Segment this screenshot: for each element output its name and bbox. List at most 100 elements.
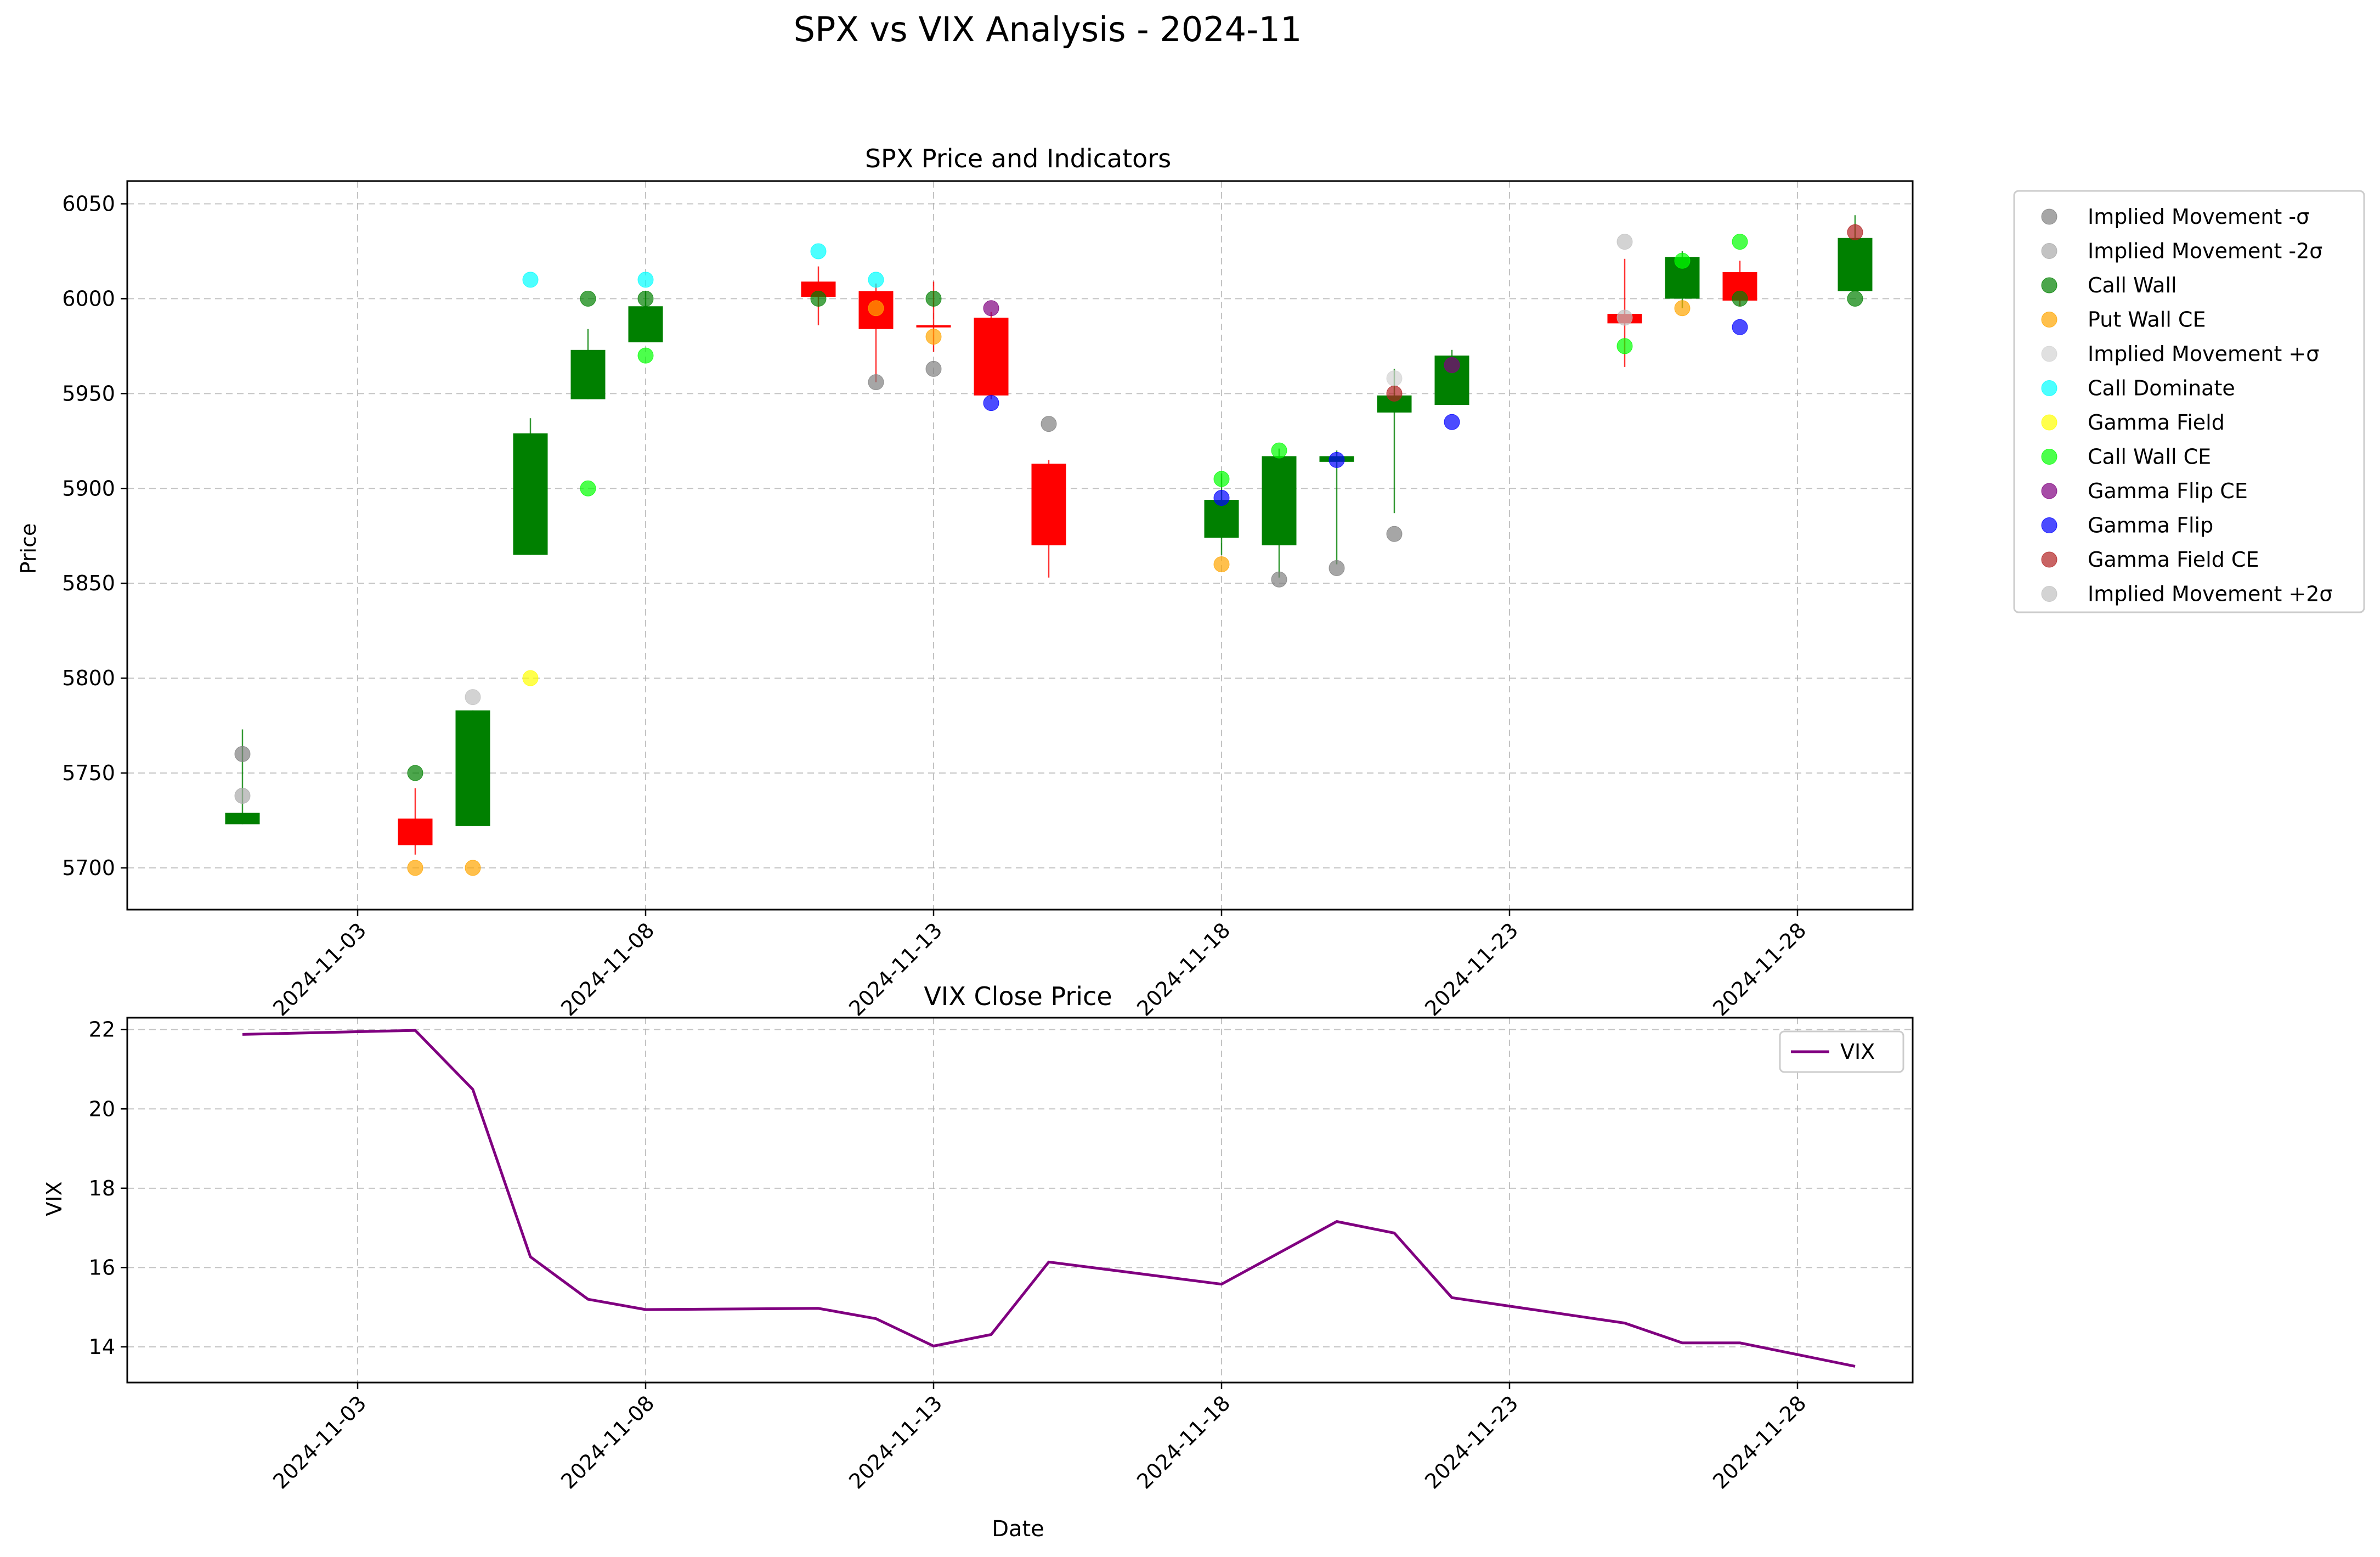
spx-legend-marker-gamma-field-ce xyxy=(2041,551,2057,568)
vix-legend: VIX xyxy=(1779,1030,1904,1073)
vix-x-axis-label: Date xyxy=(992,1516,1044,1542)
spx-axes-frame xyxy=(126,180,1914,911)
spx-legend-label-call-wall-ce: Call Wall CE xyxy=(2088,445,2211,469)
spx-gridlines xyxy=(127,181,1913,910)
spx-candle-body xyxy=(916,325,951,328)
spx-legend-label-gamma-flip-ce: Gamma Flip CE xyxy=(2088,479,2248,503)
gamma-field-point xyxy=(522,670,539,686)
spx-legend-marker-implied-movement-plus-2sigma xyxy=(2041,586,2057,602)
vix-gridlines xyxy=(127,1018,1913,1383)
vix-y-tick-label: 16 xyxy=(89,1255,115,1279)
spx-legend-label-implied-movement-plus-sigma: Implied Movement +σ xyxy=(2088,342,2319,366)
put-wall-ce-point xyxy=(1674,300,1691,317)
gamma-flip-point xyxy=(983,395,999,411)
implied-movement-minus-sigma-point xyxy=(1271,571,1287,588)
vix-axes-frame xyxy=(126,1017,1914,1384)
put-wall-ce-point xyxy=(407,860,423,876)
call-wall-point xyxy=(1732,290,1748,307)
spx-y-tick-label: 5850 xyxy=(62,571,115,595)
call-dominate-point xyxy=(637,272,654,288)
spx-legend-label-gamma-flip: Gamma Flip xyxy=(2088,514,2213,538)
spx-legend-marker-implied-movement-plus-sigma xyxy=(2041,346,2057,362)
call-wall-ce-point xyxy=(1271,442,1287,459)
spx-candles-layer xyxy=(225,215,1873,855)
call-wall-point xyxy=(810,290,827,307)
spx-candle-body xyxy=(398,819,433,845)
spx-legend-marker-implied-movement-minus-sigma xyxy=(2041,208,2057,225)
implied-movement-plus-sigma-point xyxy=(1386,370,1403,387)
spx-legend-marker-gamma-field xyxy=(2041,414,2057,431)
figure-title: SPX vs VIX Analysis - 2024-11 xyxy=(794,9,1302,49)
spx-candle-body xyxy=(513,433,548,555)
spx-candle-body xyxy=(1031,464,1066,545)
spx-candle-body xyxy=(225,813,260,825)
call-wall-ce-point xyxy=(1616,338,1633,354)
call-wall-point xyxy=(925,290,942,307)
implied-movement-minus-sigma-point xyxy=(1386,526,1403,542)
implied-movement-plus-2sigma-point xyxy=(1616,309,1633,326)
spx-legend-label-call-dominate: Call Dominate xyxy=(2088,376,2235,400)
gamma-flip-ce-point xyxy=(983,300,999,317)
call-wall-point xyxy=(637,290,654,307)
implied-movement-minus-sigma-point xyxy=(1041,416,1057,432)
spx-legend-marker-gamma-flip xyxy=(2041,517,2057,533)
gamma-flip-point xyxy=(1732,319,1748,335)
spx-y-tick-label: 5750 xyxy=(62,761,115,785)
spx-candle-body xyxy=(455,710,490,826)
call-wall-point xyxy=(580,290,596,307)
spx-candle-body xyxy=(628,306,663,342)
call-wall-point xyxy=(407,765,423,781)
vix-line-layer xyxy=(242,1029,1856,1368)
spx-panel-title: SPX Price and Indicators xyxy=(865,144,1171,173)
spx-candle-body xyxy=(570,349,606,399)
spx-candle-body xyxy=(1838,238,1873,291)
vix-y-axis-label: VIX xyxy=(42,1181,66,1216)
spx-legend-label-call-wall: Call Wall xyxy=(2088,273,2177,297)
spx-y-tick-label: 5950 xyxy=(62,381,115,405)
call-dominate-point xyxy=(810,243,827,260)
call-wall-ce-point xyxy=(580,480,596,497)
call-dominate-point xyxy=(522,272,539,288)
spx-legend-label-gamma-field-ce: Gamma Field CE xyxy=(2088,548,2259,572)
vix-y-tick-label: 22 xyxy=(89,1018,115,1042)
spx-y-tick-label: 5800 xyxy=(62,666,115,690)
vix-y-tick-label: 20 xyxy=(89,1097,115,1121)
gamma-field-ce-point xyxy=(1847,224,1863,240)
put-wall-ce-point xyxy=(465,860,481,876)
call-wall-ce-point xyxy=(1213,471,1230,487)
vix-legend-frame xyxy=(1779,1030,1904,1073)
put-wall-ce-point xyxy=(868,300,884,317)
gamma-flip-point xyxy=(1328,452,1345,468)
gamma-flip-ce-point xyxy=(1444,357,1460,373)
vix-panel-title: VIX Close Price xyxy=(924,981,1112,1011)
call-wall-ce-point xyxy=(637,347,654,364)
spx-legend-label-implied-movement-plus-2sigma: Implied Movement +2σ xyxy=(2088,582,2333,606)
spx-y-axis-label: Price xyxy=(16,523,41,574)
spx-candle-body xyxy=(1262,456,1297,545)
spx-y-tick-label: 5700 xyxy=(62,856,115,880)
spx-legend-frame xyxy=(2013,190,2365,613)
spx-candle-body xyxy=(1204,500,1239,538)
spx-y-tick-label: 6050 xyxy=(62,192,115,216)
spx-y-tick-label: 5900 xyxy=(62,476,115,500)
put-wall-ce-point xyxy=(925,329,942,345)
spx-legend-marker-call-wall-ce xyxy=(2041,449,2057,465)
spx-legend-marker-call-wall xyxy=(2041,277,2057,294)
spx-legend-marker-implied-movement-minus-2sigma xyxy=(2041,243,2057,259)
spx-legend-label-implied-movement-minus-2sigma: Implied Movement -2σ xyxy=(2088,239,2322,263)
spx-legend-marker-put-wall-ce xyxy=(2041,312,2057,328)
implied-movement-minus-sigma-point xyxy=(234,746,251,762)
spx-legend-label-put-wall-ce: Put Wall CE xyxy=(2088,308,2206,332)
vix-y-tick-label: 14 xyxy=(89,1335,115,1359)
vix-y-tick-label: 18 xyxy=(89,1176,115,1200)
call-wall-point xyxy=(1847,290,1863,307)
call-wall-ce-point xyxy=(1674,252,1691,269)
put-wall-ce-point xyxy=(1213,556,1230,573)
spx-legend: Implied Movement -σ Implied Movement -2σ C… xyxy=(2013,190,2365,613)
call-wall-ce-point xyxy=(1732,234,1748,250)
implied-movement-plus-2sigma-point xyxy=(465,689,481,706)
vix-legend-label: VIX xyxy=(1840,1040,1875,1064)
gamma-flip-point xyxy=(1444,414,1460,430)
spx-indicator-points-layer xyxy=(234,224,1863,876)
